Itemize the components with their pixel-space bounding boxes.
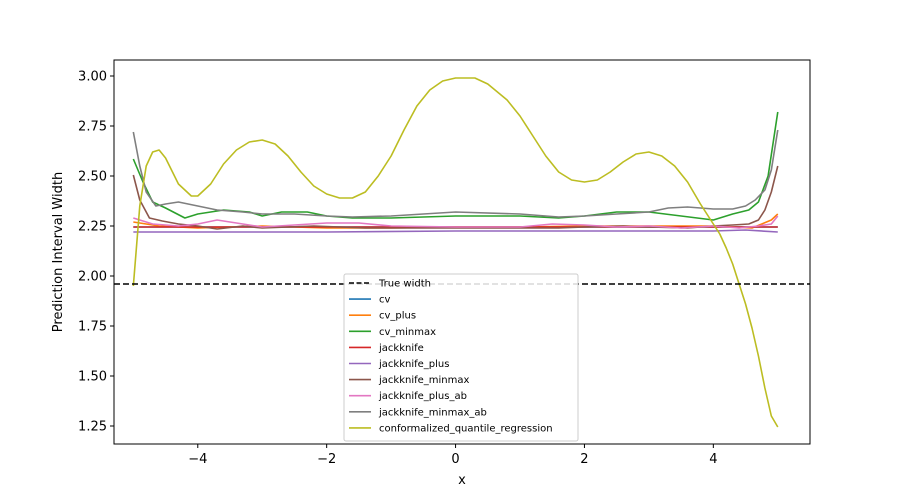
y-tick-label: 1.75 [78,320,107,335]
series-line-cv-minmax [132,111,779,221]
series-line-conformalized-quantile-regression [132,77,779,428]
series-line-jackknife-plus-ab [133,215,779,229]
y-axis-label: Prediction Interval Width [51,172,66,332]
legend-label: jackknife [378,343,424,354]
legend-entry: jackknife_plus [349,359,449,370]
y-tick-label: 2.25 [78,220,107,235]
axes-frame [113,59,811,445]
y-tick-label: 1.25 [78,420,107,435]
x-axis-label: x [458,473,466,488]
axes: −4 −2 0 2 4 1.25 1.50 1.75 2.00 2.25 2.50 2.75 3.00 [78,59,811,467]
legend-entry: conformalized_quantile_regression [349,423,553,434]
y-tick-label: 3.00 [78,70,107,85]
x-tick-label: −4 [188,452,207,467]
legend-entry: cv_minmax [349,327,436,338]
legend-entry: jackknife_minmax [349,375,470,386]
y-tick-label: 1.50 [78,370,107,385]
legend-entry: jackknife [349,343,424,354]
legend-label: jackknife_minmax_ab [378,407,487,418]
legend-entry: cv [349,295,390,306]
legend-label: cv_minmax [379,327,436,338]
y-tick-label: 2.00 [78,270,107,285]
legend-entry: cv_plus [349,311,416,322]
x-tick-label: 2 [580,452,588,467]
legend-entry: True width [349,279,431,290]
series-line-jackknife-plus [133,229,778,233]
legend-label: True width [378,279,431,290]
series-lines [114,77,810,428]
legend-label: jackknife_minmax [378,375,470,386]
x-tick-label: 4 [709,452,717,467]
legend-entry: jackknife_plus_ab [349,391,467,402]
legend-label: cv_plus [379,311,416,322]
legend-entry: jackknife_minmax_ab [349,407,487,418]
series-line-jackknife-minmax-ab [132,129,779,218]
legend-label: cv [379,295,390,306]
y-tick-label: 2.50 [78,170,107,185]
legend-label: conformalized_quantile_regression [379,423,553,434]
legend: True width cv cv_plus cv_minmax jackknife jac… [343,273,579,442]
y-tick-label: 2.75 [78,120,107,135]
x-tick-label: −2 [317,452,336,467]
plot-area [114,77,810,428]
legend-label: jackknife_plus_ab [378,391,467,402]
legend-box [343,273,579,442]
legend-label: jackknife_plus [378,359,449,370]
x-tick-label: 0 [451,452,459,467]
